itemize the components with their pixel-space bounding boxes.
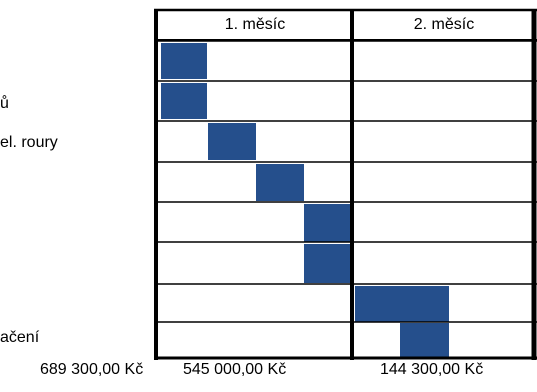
total-month-2: 144 300,00 Kč bbox=[380, 361, 484, 378]
month-header-2: 2. měsíc bbox=[413, 16, 475, 33]
task-bar-8 bbox=[400, 323, 449, 357]
task-bar-7 bbox=[355, 286, 449, 322]
task-bar-6 bbox=[304, 244, 350, 283]
task-label: el. roury bbox=[0, 134, 58, 151]
gantt-bars bbox=[161, 43, 449, 357]
task-bar-4 bbox=[256, 164, 304, 201]
task-bar-5 bbox=[304, 204, 350, 242]
task-label: ů bbox=[0, 95, 9, 112]
frame bbox=[154, 8, 537, 360]
month-header-1: 1. měsíc bbox=[224, 16, 286, 33]
task-bar-3 bbox=[208, 123, 256, 160]
task-bar-2 bbox=[161, 83, 207, 119]
total-month-1: 545 000,00 Kč bbox=[183, 361, 287, 378]
task-bar-1 bbox=[161, 43, 207, 79]
task-label: ačení bbox=[0, 329, 40, 346]
total-overall: 689 300,00 Kč bbox=[40, 361, 144, 378]
